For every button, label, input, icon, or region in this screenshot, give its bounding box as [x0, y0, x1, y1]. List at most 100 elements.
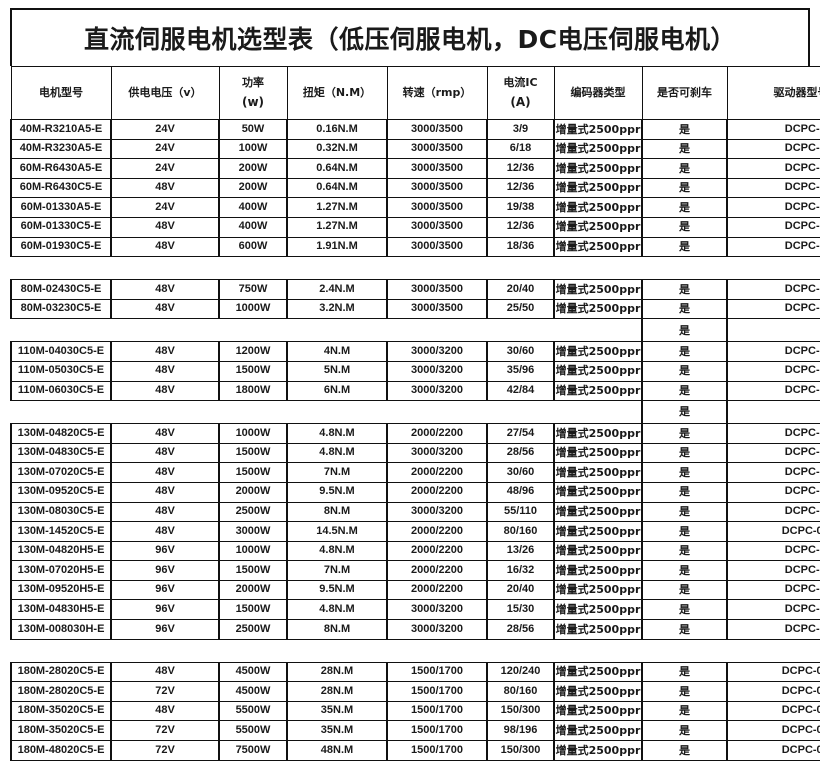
table-cell-voltage: 24V [110, 119, 220, 140]
table-cell-torque: 28N.M [286, 661, 388, 683]
table-cell-driver: DCPC-09030-E [726, 462, 820, 483]
table-cell-speed: 3000/3500 [386, 138, 488, 160]
table-cell-current: 28/56 [486, 619, 555, 640]
table-cell-current: 55/110 [486, 501, 555, 523]
table-cell-speed [387, 639, 487, 662]
table-cell-model: 130M-04830C5-E [10, 442, 112, 464]
table-cell-driver: DCPC-18024-E [726, 579, 820, 601]
table-cell-model: 60M-R6430A5-E [10, 158, 112, 179]
table-cell-power: 400W [218, 197, 288, 218]
table-cell-encoder: 增量式2500ppr [553, 236, 643, 258]
table-cell-speed [387, 257, 487, 280]
table-cell-brake: 是 [641, 619, 728, 640]
table-row: 40M-R3230A5-E 24V 100W 0.32N.M 3000/3500 6/18… [10, 138, 820, 160]
table-cell-model [11, 639, 111, 662]
table-cell-brake: 是 [641, 521, 728, 542]
column-header-power-main: 功率 [242, 75, 264, 89]
table-body: 40M-R3210A5-E 24V 50W 0.16N.M 3000/3500 3/9 增量… [10, 119, 820, 761]
table-cell-torque: 1.27N.M [286, 197, 388, 218]
table-cell-brake: 是 [641, 236, 728, 258]
table-cell-speed: 2000/2200 [386, 521, 488, 542]
table-cell-speed: 3000/3500 [386, 158, 488, 179]
table-cell-power: 200W [218, 177, 288, 199]
table-cell-power: 200W [218, 158, 288, 179]
table-cell-power: 1200W [218, 341, 288, 362]
table-cell-brake: 是 [641, 481, 728, 503]
table-cell-current: 16/32 [486, 560, 555, 581]
table-cell-encoder: 增量式2500ppr [553, 540, 643, 562]
table-cell-voltage: 48V [110, 521, 220, 542]
table-cell-model: 180M-28020C5-E [10, 661, 112, 683]
table-cell-driver: DCPC-18024-E [726, 599, 820, 621]
table-row: 60M-R6430C5-E 48V 200W 0.64N.M 3000/3500 12/3… [10, 177, 820, 199]
table-cell-driver: DCPC-18030-E [726, 619, 820, 640]
table-cell-brake: 是 [641, 661, 728, 683]
table-cell-voltage: 72V [110, 681, 220, 702]
table-row: 80M-03230C5-E 48V 1000W 3.2N.M 3000/3500 25/5… [10, 298, 820, 320]
table-row: 130M-07020H5-E 96V 1500W 7N.M 2000/2200 16/32… [10, 560, 820, 581]
table-cell-current: 6/18 [486, 138, 555, 160]
table-cell-model: 80M-03230C5-E [10, 298, 112, 320]
table-cell-power: 5500W [218, 720, 288, 742]
table-cell-speed: 3000/3500 [386, 279, 488, 300]
table-cell-torque: 6N.M [286, 380, 388, 402]
table-cell-driver: DCPC-09050-E [726, 380, 820, 402]
table-cell-encoder: 增量式2500ppr [553, 481, 643, 503]
column-header-voltage: 供电电压（v） [110, 66, 220, 120]
column-header-power: 功率 (w) [218, 66, 288, 120]
table-cell-current: 12/36 [486, 158, 555, 179]
table-cell-torque [287, 257, 387, 280]
table-cell-encoder [554, 639, 642, 662]
table-cell-speed: 2000/2200 [386, 540, 488, 562]
table-cell-current: 12/36 [486, 216, 555, 238]
table-cell-encoder: 增量式2500ppr [553, 442, 643, 464]
table-cell-encoder: 增量式2500ppr [553, 360, 643, 382]
table-cell-driver: DCPC-090150-E [726, 740, 820, 761]
table-cell-current: 98/196 [486, 720, 555, 742]
table-cell-power: 750W [218, 279, 288, 300]
table-cell-power: 50W [218, 119, 288, 140]
table-cell-encoder: 增量式2500ppr [553, 740, 643, 761]
table-cell-speed: 1500/1700 [386, 700, 488, 722]
table-cell-torque [287, 401, 387, 424]
table-cell-model: 130M-04820C5-E [10, 423, 112, 444]
table-row: 40M-R3210A5-E 24V 50W 0.16N.M 3000/3500 3/9 增量… [10, 119, 820, 140]
table-cell-speed: 3000/3500 [386, 177, 488, 199]
table-cell-current: 20/40 [486, 279, 555, 300]
table-cell-brake: 是 [641, 119, 728, 140]
table-cell-brake: 是 [641, 599, 728, 621]
table-cell-voltage: 48V [110, 380, 220, 402]
table-cell-speed: 3000/3500 [386, 216, 488, 238]
table-cell-brake: 是 [641, 442, 728, 464]
table-cell-torque: 0.16N.M [286, 119, 388, 140]
table-cell-model: 180M-48020C5-E [10, 740, 112, 761]
table-cell-current [487, 319, 554, 342]
table-cell-voltage: 48V [110, 661, 220, 683]
table-cell-model: 110M-04030C5-E [10, 341, 112, 362]
table-cell-brake: 是 [641, 462, 728, 483]
motor-selection-table: 电机型号 供电电压（v） 功率 (w) 扭矩（N.M） 转速（rmp） 电流IC… [10, 66, 820, 761]
table-cell-speed: 1500/1700 [386, 720, 488, 742]
table-cell-current: 48/96 [486, 481, 555, 503]
table-cell-current: 3/9 [486, 119, 555, 140]
table-cell-current: 80/160 [486, 681, 555, 702]
table-cell-brake: 是 [641, 681, 728, 702]
table-cell-torque: 28N.M [286, 681, 388, 702]
table-cell-torque: 4.8N.M [286, 423, 388, 444]
table-row: 180M-48020C5-E 72V 7500W 48N.M 1500/1700 150/… [10, 740, 820, 761]
table-cell-power: 400W [218, 216, 288, 238]
table-cell-brake: 是 [641, 560, 728, 581]
table-cell-brake: 是 [641, 360, 728, 382]
column-header-driver: 驱动器型号（配套） [726, 66, 820, 120]
table-cell-driver [727, 257, 820, 280]
table-cell-current: 20/40 [486, 579, 555, 601]
table-cell-speed [387, 319, 487, 342]
table-row: 110M-04030C5-E 48V 1200W 4N.M 3000/3200 30/60… [10, 341, 820, 362]
column-header-speed: 转速（rmp） [386, 66, 488, 120]
table-cell-driver: DCPC-09012-E [726, 216, 820, 238]
table-cell-model: 130M-04830H5-E [10, 599, 112, 621]
table-row: 110M-05030C5-E 48V 1500W 5N.M 3000/3200 35/96… [10, 360, 820, 382]
table-cell-power [219, 257, 287, 280]
table-cell-model [11, 319, 111, 342]
table-cell-model: 60M-R6430C5-E [10, 177, 112, 199]
